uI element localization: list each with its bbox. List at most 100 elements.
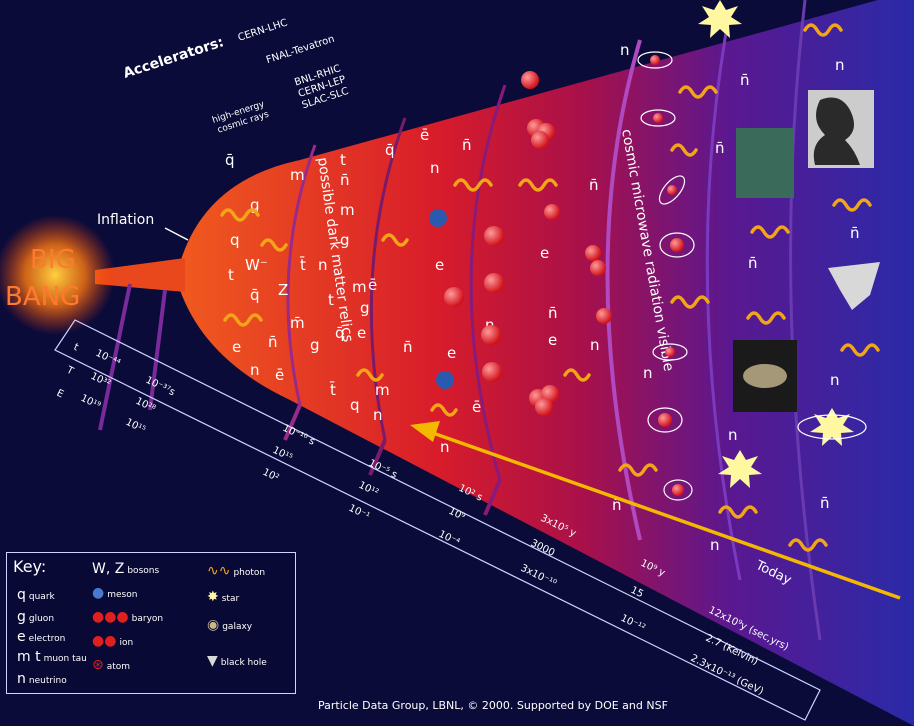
key-baryon: ●●● baryon bbox=[92, 609, 164, 625]
particle-n2: n bbox=[250, 361, 260, 379]
photon-11 bbox=[670, 143, 698, 157]
particle-e8: ē bbox=[472, 398, 481, 416]
late-n15: n̄ bbox=[820, 494, 830, 512]
photon-14 bbox=[746, 311, 786, 325]
particle-m1: m bbox=[290, 166, 305, 184]
accelerator-cern-lhc: CERN-LHC bbox=[237, 17, 289, 43]
atom-1 bbox=[637, 51, 673, 69]
photon-17 bbox=[840, 343, 880, 357]
particle-g1: g bbox=[250, 196, 260, 214]
particle-q3: q bbox=[230, 231, 240, 249]
E-value-6: 10⁻¹² bbox=[619, 613, 647, 634]
ion-4 bbox=[531, 131, 549, 149]
photon-13 bbox=[670, 295, 710, 309]
ions-group bbox=[429, 71, 612, 416]
particle-n10: n bbox=[440, 438, 450, 456]
star-2 bbox=[718, 450, 762, 488]
leg-3 bbox=[283, 404, 302, 441]
timeline-border bbox=[54, 319, 821, 721]
atom-6 bbox=[647, 407, 683, 433]
ion-5 bbox=[544, 204, 560, 220]
E-value-4: 10⁻⁴ bbox=[437, 529, 462, 549]
late-n8: n̄ bbox=[850, 224, 860, 242]
particle-q2: q̄ bbox=[385, 141, 395, 159]
particle-n1: n̄ bbox=[268, 333, 278, 351]
meson-1 bbox=[429, 209, 447, 227]
key-meson: ● meson bbox=[92, 585, 138, 601]
photons-group bbox=[220, 23, 880, 552]
band-line-2 bbox=[369, 117, 407, 441]
late-n6: n̄ bbox=[715, 139, 725, 157]
particle-q6: q bbox=[350, 396, 360, 414]
quark-era-particles: q̄ m t q̄ g q W⁻ t Z q̄ e n̄ n ē m̄ t̄ m… bbox=[225, 126, 495, 456]
particle-t2: t bbox=[228, 266, 234, 284]
big-bang-glow bbox=[0, 215, 115, 335]
band-line-5 bbox=[705, 9, 742, 581]
pillars-image bbox=[736, 128, 794, 198]
particle-n4: n bbox=[318, 256, 328, 274]
key-gluon: g gluon bbox=[17, 609, 55, 625]
particle-t1: t bbox=[340, 151, 346, 169]
band-line-1 bbox=[286, 144, 317, 406]
E-value-3: 10⁻¹ bbox=[347, 503, 372, 523]
universe-cone bbox=[180, 0, 914, 726]
late-n2: n̄ bbox=[548, 304, 558, 322]
photon-19 bbox=[718, 505, 758, 519]
photon-15 bbox=[803, 23, 843, 37]
band-line-6 bbox=[789, 0, 822, 641]
stars-group bbox=[698, 0, 854, 488]
particle-n8: n̄ bbox=[403, 338, 413, 356]
t-value-1: 10⁻³⁷s bbox=[144, 375, 177, 399]
late-era-particles: n̄ e n̄ e n n n̄ n̄ n n̄ n̄ n n n n̄ n n… bbox=[540, 41, 860, 554]
particle-z1: Z bbox=[278, 281, 288, 299]
particle-e6: e bbox=[447, 344, 456, 362]
particle-e5: ē bbox=[420, 126, 429, 144]
key-star: ✸ star bbox=[207, 589, 240, 605]
black-hole-image bbox=[828, 262, 880, 310]
ion-11 bbox=[535, 398, 553, 416]
photon-1 bbox=[220, 208, 260, 222]
pointer-arrow bbox=[410, 421, 901, 600]
late-e2: e bbox=[548, 331, 557, 349]
particle-g4: g bbox=[310, 336, 320, 354]
particle-e3: ē bbox=[368, 276, 377, 294]
photon-20 bbox=[788, 538, 828, 552]
particle-m3: m bbox=[340, 201, 355, 219]
star-orbit bbox=[797, 414, 867, 440]
big-bang-line2: BANG bbox=[5, 282, 80, 312]
t-value-3: 10⁻⁵ s bbox=[367, 458, 399, 481]
particle-e2: ē bbox=[275, 366, 284, 384]
photon-18 bbox=[618, 463, 658, 477]
E-value-1: 10¹⁵ bbox=[124, 417, 147, 436]
late-n14: n bbox=[710, 536, 720, 554]
particle-t5: t̄ bbox=[330, 380, 336, 399]
particle-n6: n̄ bbox=[462, 136, 472, 154]
baryon-5 bbox=[482, 362, 502, 382]
photon-10 bbox=[678, 85, 718, 99]
inflation-neck bbox=[95, 258, 185, 292]
late-n11: n bbox=[830, 371, 840, 389]
ion-8 bbox=[596, 308, 612, 324]
photon-3 bbox=[223, 313, 263, 327]
photon-4 bbox=[381, 233, 409, 247]
big-bang-line1: BIG bbox=[30, 245, 76, 275]
key-atom: ⊛ atom bbox=[92, 657, 131, 673]
key-title: Key: bbox=[13, 557, 47, 576]
particle-m2: m̄ bbox=[290, 314, 305, 332]
late-n10: n bbox=[643, 364, 653, 382]
row-T-label: T bbox=[64, 364, 76, 377]
thinker-silhouette bbox=[813, 97, 860, 165]
photon-2 bbox=[260, 238, 288, 252]
particle-e1: e bbox=[232, 338, 241, 356]
particle-w1: W⁻ bbox=[245, 256, 268, 274]
accelerator-fnal: FNAL-Tevatron bbox=[265, 34, 336, 66]
particle-q5: q̄ bbox=[335, 324, 345, 342]
T-value-4: 10⁹ bbox=[447, 506, 467, 523]
late-n5: n̄ bbox=[740, 71, 750, 89]
baryon-3 bbox=[444, 287, 464, 307]
leg-2 bbox=[148, 289, 167, 411]
key-electron: e electron bbox=[17, 629, 66, 645]
photon-5 bbox=[356, 368, 384, 382]
